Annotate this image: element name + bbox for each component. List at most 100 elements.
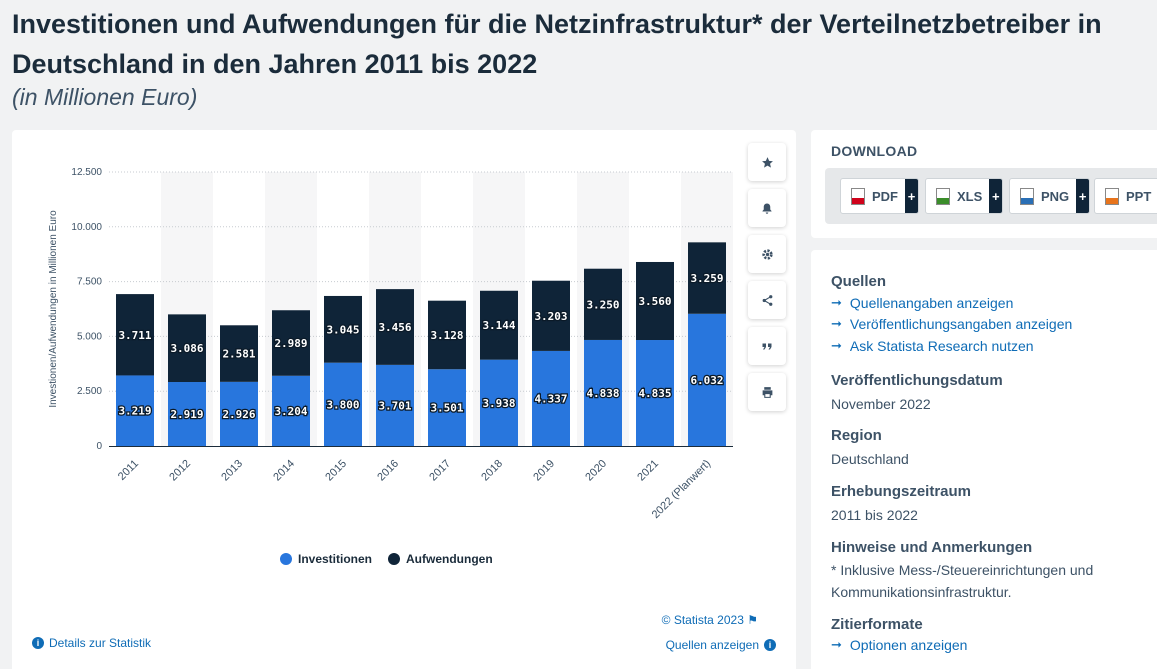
- source-link-research[interactable]: ➞ Ask Statista Research nutzen: [831, 338, 1034, 354]
- data-label: 4.337: [534, 392, 567, 405]
- notification-button[interactable]: [748, 189, 786, 227]
- bar-investitionen-2017: [428, 369, 466, 446]
- flag-icon: ⚑: [747, 613, 758, 627]
- bar-aufwendungen-2017: [428, 300, 466, 370]
- data-label: 3.219: [118, 405, 151, 418]
- legend-item-aufwendungen[interactable]: Aufwendungen: [388, 552, 493, 566]
- settings-button[interactable]: [748, 235, 786, 273]
- download-ppt-button[interactable]: PPT +: [1094, 178, 1157, 214]
- data-label: 3.045: [326, 323, 359, 336]
- x-tick-label: 2013: [219, 458, 245, 484]
- sources-link[interactable]: Quellen anzeigen i: [666, 638, 776, 652]
- data-label: 3.711: [118, 329, 151, 342]
- cite-button[interactable]: [748, 327, 786, 365]
- pdf-file-icon: [851, 187, 865, 205]
- info-icon: i: [764, 639, 776, 651]
- data-label: 3.259: [690, 272, 723, 285]
- citation-options-link[interactable]: ➞ Optionen anzeigen: [831, 637, 968, 653]
- bar-aufwendungen-2016: [376, 289, 414, 365]
- share-button[interactable]: [748, 281, 786, 319]
- y-tick-label: 10.000: [71, 222, 102, 233]
- bar-aufwendungen-2021: [636, 261, 674, 341]
- legend-label-aufwendungen: Aufwendungen: [406, 552, 493, 566]
- x-tick-label: 2016: [375, 458, 401, 484]
- bar-aufwendungen-2022: [688, 242, 726, 314]
- download-pdf-button[interactable]: PDF +: [840, 178, 919, 214]
- bar-aufwendungen-2013: [220, 325, 258, 382]
- legend-marker-aufwendungen: [388, 553, 401, 565]
- bar-aufwendungen-2015: [324, 295, 362, 363]
- data-label: 3.086: [170, 342, 203, 355]
- legend-item-investitionen[interactable]: Investitionen: [280, 552, 372, 566]
- bar-investitionen-2018: [480, 359, 518, 446]
- citation-heading: Zitierformate: [831, 616, 923, 633]
- bell-icon: [762, 203, 772, 214]
- bar-investitionen-2021: [636, 340, 674, 446]
- png-file-icon: [1020, 187, 1034, 205]
- download-title: DOWNLOAD: [831, 143, 918, 159]
- chart-card: 0 2.500 5.000 7.500 10.000 12.500 Investionen/…: [12, 130, 796, 669]
- data-label: 6.032: [690, 374, 723, 387]
- data-label: 3.250: [586, 298, 619, 311]
- x-tick-label: 2020: [583, 458, 609, 484]
- page-subtitle: (in Millionen Euro): [12, 84, 198, 110]
- sources-link-label: Quellen anzeigen: [665, 638, 759, 652]
- bar-investitionen-2016: [376, 364, 414, 446]
- ppt-file-icon: [1105, 187, 1119, 205]
- bar-investitionen-2022: [688, 313, 726, 446]
- download-png-button[interactable]: PNG +: [1009, 178, 1091, 214]
- bar-investitionen-2011: [116, 375, 154, 446]
- bar-aufwendungen-2020: [584, 268, 622, 340]
- page-title: Investitionen und Aufwendungen für die N…: [12, 9, 1102, 79]
- x-tick-label: 2017: [427, 458, 453, 484]
- download-pdf-label: PDF: [872, 188, 898, 204]
- data-label: 3.701: [378, 399, 411, 412]
- plus-icon: +: [1076, 179, 1090, 213]
- arrow-right-icon: ➞: [831, 338, 842, 353]
- printer-icon: [762, 386, 772, 398]
- plus-icon: +: [989, 179, 1003, 213]
- data-label: 4.835: [638, 387, 671, 400]
- details-link-label: Details zur Statistik: [49, 636, 152, 650]
- plus-icon: +: [905, 179, 918, 213]
- print-button[interactable]: [748, 373, 786, 411]
- x-tick-label: 2019: [531, 458, 557, 484]
- bar-investitionen-2014: [272, 375, 310, 446]
- download-toolbar: PDF + XLS + PNG + PPT +: [825, 168, 1157, 224]
- bar-aufwendungen-2018: [480, 290, 518, 360]
- statista-credit[interactable]: © Statista 2023 ⚑: [661, 613, 758, 627]
- bar-investitionen-2013: [220, 381, 258, 446]
- y-axis-title: Investionen/Aufwendungen in Millionen Eu…: [48, 210, 59, 408]
- notes-value: * Inklusive Mess-/Steuereinrichtungen un…: [831, 562, 1094, 600]
- arrow-right-icon: ➞: [831, 316, 842, 331]
- data-label: 3.128: [430, 329, 463, 342]
- survey-period-value: 2011 bis 2022: [831, 507, 918, 523]
- x-tick-label: 2015: [323, 458, 349, 484]
- arrow-right-icon: ➞: [831, 295, 842, 310]
- source-link-references[interactable]: ➞ Quellenangaben anzeigen: [831, 295, 1014, 311]
- data-label: 3.560: [638, 295, 671, 308]
- bar-aufwendungen-2014: [272, 310, 310, 376]
- share-icon: [762, 294, 772, 306]
- download-xls-button[interactable]: XLS +: [925, 178, 1004, 214]
- data-label: 3.456: [378, 321, 411, 334]
- survey-period-heading: Erhebungszeitraum: [831, 483, 972, 500]
- data-label: 3.144: [482, 319, 515, 332]
- legend-marker-investitionen: [280, 553, 292, 565]
- y-tick-label: 7.500: [77, 277, 102, 288]
- legend-label-investitionen: Investitionen: [298, 552, 373, 566]
- bar-aufwendungen-2011: [116, 294, 154, 376]
- sources-heading: Quellen: [831, 273, 887, 290]
- quote-icon: [762, 343, 772, 350]
- download-ppt-label: PPT: [1126, 188, 1152, 204]
- source-link-publication[interactable]: ➞ Veröffentlichungsangaben anzeigen: [831, 316, 1073, 332]
- region-heading: Region: [831, 427, 882, 444]
- stacked-bar-chart: 0 2.500 5.000 7.500 10.000 12.500 Investionen/…: [48, 167, 733, 521]
- y-tick-label: 2.500: [77, 386, 102, 397]
- bar-investitionen-2015: [324, 362, 362, 446]
- details-link[interactable]: i Details zur Statistik: [32, 636, 151, 650]
- data-label: 2.926: [222, 408, 255, 421]
- bar-aufwendungen-2012: [168, 314, 206, 383]
- favorite-button[interactable]: [748, 143, 786, 181]
- download-panel: DOWNLOAD PDF + XLS + PNG + PPT +: [811, 130, 1157, 238]
